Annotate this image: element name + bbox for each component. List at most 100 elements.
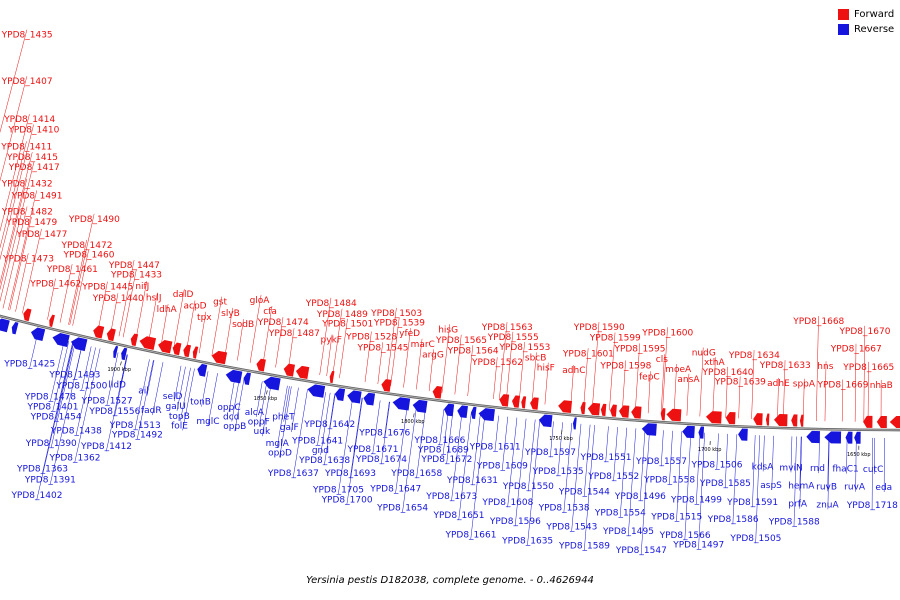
forward-gene-label: YPD8_1433: [110, 271, 162, 281]
gene-leader-line: [346, 397, 363, 505]
forward-gene-label: YPD8_1473: [2, 254, 54, 264]
gene-leader-line: [494, 415, 499, 452]
gene-leader-line: [416, 406, 426, 479]
forward-gene-label: YPD8_1564: [447, 346, 499, 356]
forward-gene-label: YPD8_1563: [481, 323, 533, 333]
legend-reverse: Reverse: [838, 22, 894, 37]
forward-gene-label: YPD8_1640: [702, 368, 754, 378]
forward-gene-label: YPD8_1417: [8, 163, 60, 173]
forward-gene-arrow: [295, 365, 310, 379]
reverse-gene-label: YPD8_1596: [489, 517, 541, 527]
gene-leader-line: [458, 412, 472, 520]
gene-leader-line: [258, 382, 268, 427]
forward-gene-label: YPD8_1565: [435, 336, 487, 346]
forward-gene-label: YPD8_1432: [1, 180, 53, 190]
gene-leader-line: [0, 124, 34, 261]
gene-leader-line: [676, 431, 683, 522]
gene-leader-line: [319, 297, 332, 375]
forward-gene-label: YPD8_1491: [11, 191, 63, 201]
reverse-gene-label: YPD8_1363: [16, 465, 68, 475]
forward-gene-label: gst: [213, 298, 227, 308]
reverse-gene-label: YPD8_1499: [670, 495, 722, 505]
forward-gene-label: adhE: [767, 379, 790, 389]
reverse-gene-arrow: [363, 392, 376, 406]
gene-leader-line: [75, 347, 96, 436]
forward-gene-label: acpD: [184, 301, 207, 311]
gene-leader-line: [288, 328, 295, 370]
gene-leader-line: [55, 342, 75, 422]
gene-leader-line: [442, 409, 449, 455]
gene-leader-line: [49, 344, 83, 485]
gene-leader-line: [390, 317, 400, 386]
gene-leader-line: [395, 404, 408, 494]
forward-gene-arrow: [666, 408, 682, 422]
gene-leader-line: [317, 392, 326, 446]
forward-gene-label: slyB: [221, 309, 240, 319]
gene-leader-line: [622, 360, 626, 412]
gene-leader-line: [380, 401, 391, 465]
forward-gene-label: YPD8_1670: [838, 327, 890, 337]
gene-leader-line: [609, 332, 616, 411]
reverse-gene-arrow: [347, 390, 362, 404]
gene-leader-line: [699, 347, 704, 417]
forward-gene-label: YPD8_1600: [641, 328, 693, 338]
gene-leader-line: [403, 328, 411, 388]
kbp-tick-label: 1750 kbp: [549, 436, 573, 442]
reverse-gene-label: YPD8_1674: [355, 455, 407, 465]
reverse-gene-label: YPD8_1551: [579, 453, 631, 463]
gene-leader-line: [824, 361, 827, 422]
kbp-tick-label: 1800 kbp: [401, 419, 425, 425]
gene-leader-line: [605, 426, 609, 463]
forward-gene-arrow: [93, 325, 105, 339]
gene-leader-line: [472, 413, 481, 486]
gene-leader-line: [42, 342, 73, 474]
reverse-gene-label: YPD8_1544: [558, 487, 610, 497]
gene-leader-line: [470, 414, 486, 540]
gene-leader-line: [364, 331, 372, 383]
reverse-gene-label: YPD8_1671: [346, 445, 398, 455]
gene-leader-line: [777, 377, 779, 420]
forward-gene-label: YPD8_1539: [373, 318, 425, 328]
reverse-gene-label: YPD8_1505: [729, 534, 781, 544]
gene-leader-line: [724, 433, 728, 488]
forward-gene-label: gloA: [250, 296, 271, 306]
gene-leader-line: [583, 425, 595, 551]
reverse-gene-label: cutC: [863, 465, 883, 475]
gene-leader-line: [386, 307, 397, 386]
reverse-gene-label: mviN: [779, 463, 802, 473]
gene-leader-line: [122, 269, 137, 338]
gene-leader-line: [732, 434, 738, 525]
reverse-gene-arrow: [443, 403, 455, 417]
forward-gene-label: YPD8_1487: [268, 329, 320, 339]
reverse-gene-label: YPD8_1543: [545, 522, 597, 532]
reverse-gene-label: YPD8_1556: [88, 407, 140, 417]
gene-leader-line: [771, 435, 774, 490]
gene-leader-line: [762, 435, 765, 472]
gene-leader-line: [283, 386, 290, 422]
gene-leader-line: [182, 368, 195, 431]
reverse-gene-label: lldD: [108, 381, 126, 391]
forward-gene-label: YPD8_1598: [599, 361, 651, 371]
gene-leader-line: [454, 334, 462, 395]
reverse-gene-label: ail: [138, 387, 149, 397]
legend-forward: Forward: [838, 7, 894, 22]
gene-leader-line: [827, 437, 829, 492]
gene-leader-line: [514, 418, 527, 527]
reverse-gene-arrow: [824, 431, 842, 444]
reverse-gene-label: kdsA: [752, 462, 775, 472]
forward-gene-arrow: [530, 397, 539, 410]
gene-leader-line: [698, 432, 705, 550]
reverse-gene-label: YPD8_1391: [24, 476, 76, 486]
reverse-gene-label: YPD8_1495: [602, 527, 654, 537]
reverse-gene-label: oppD: [268, 448, 292, 458]
gene-leader-line: [0, 161, 35, 303]
reverse-gene-label: YPD8_1672: [420, 455, 472, 465]
reverse-gene-label: galU: [166, 402, 186, 412]
gene-leader-line: [186, 300, 196, 351]
gene-leader-line: [783, 360, 786, 421]
forward-gene-label: YPD8_1595: [613, 344, 665, 354]
gene-leader-line: [8, 190, 38, 310]
gene-arrows: [0, 308, 900, 444]
reverse-gene-label: folE: [171, 421, 188, 431]
gene-leader-line: [72, 249, 89, 326]
